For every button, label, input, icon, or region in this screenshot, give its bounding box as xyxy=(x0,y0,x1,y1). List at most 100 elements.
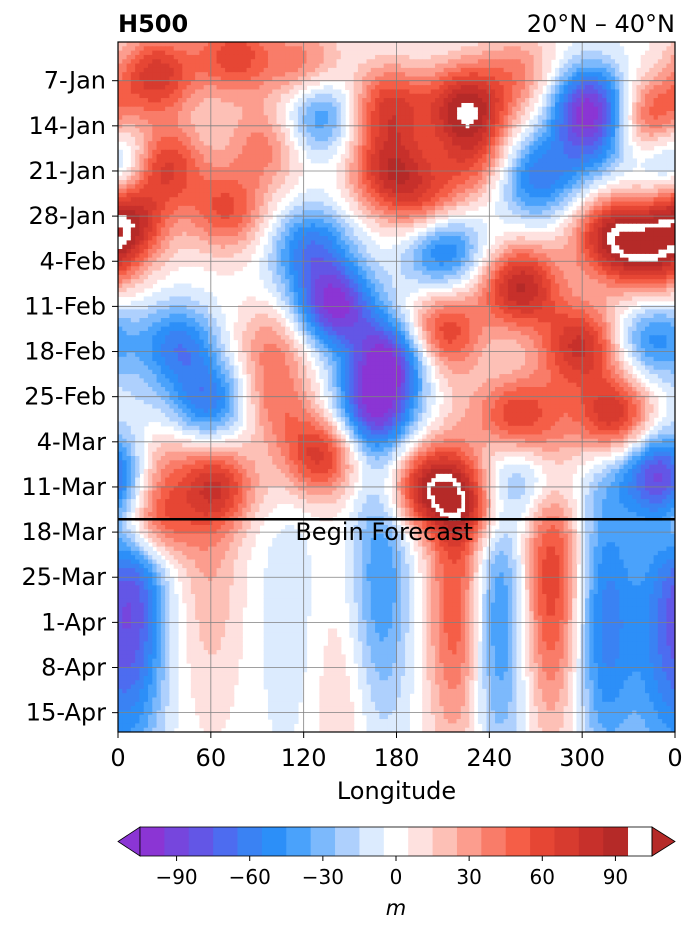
field-cell xyxy=(533,167,539,172)
field-cell xyxy=(233,210,239,216)
field-cell xyxy=(229,98,235,103)
field-cell xyxy=(422,76,428,82)
field-cell xyxy=(589,171,595,177)
field-cell xyxy=(580,102,586,108)
field-cell xyxy=(666,59,672,65)
field-cell xyxy=(302,42,308,47)
field-cell xyxy=(405,46,410,52)
field-cell xyxy=(563,184,569,190)
field-cell xyxy=(122,106,128,112)
field-cell xyxy=(383,59,389,65)
field-cell xyxy=(473,89,479,95)
field-cell xyxy=(490,54,496,60)
field-cell xyxy=(452,145,458,151)
field-cell xyxy=(602,192,608,198)
field-cell xyxy=(563,201,569,207)
field-cell xyxy=(160,141,166,147)
field-cell xyxy=(409,119,415,125)
field-cell xyxy=(649,128,655,134)
field-cell xyxy=(366,218,372,224)
field-cell xyxy=(396,184,402,190)
field-cell xyxy=(610,67,616,73)
field-cell xyxy=(345,80,350,86)
field-cell xyxy=(173,192,179,198)
field-cell xyxy=(135,141,141,147)
field-cell xyxy=(482,154,488,160)
field-cell xyxy=(323,123,329,129)
field-cell xyxy=(576,167,582,172)
field-cell xyxy=(525,158,530,164)
field-cell xyxy=(606,102,612,108)
field-cell xyxy=(195,102,200,108)
field-cell xyxy=(229,54,235,60)
field-cell xyxy=(160,59,166,65)
field-cell xyxy=(186,192,192,198)
field-cell xyxy=(246,197,252,203)
field-cell xyxy=(405,175,410,181)
field-cell xyxy=(653,132,659,138)
field-cell xyxy=(190,50,196,56)
field-cell xyxy=(323,54,329,60)
field-cell xyxy=(657,192,663,198)
field-cell xyxy=(319,67,325,73)
field-cell xyxy=(563,111,569,116)
field-cell xyxy=(370,162,376,168)
field-cell xyxy=(263,192,269,198)
field-cell xyxy=(139,59,145,65)
field-cell xyxy=(400,119,406,125)
field-cell xyxy=(195,162,200,168)
field-cell xyxy=(649,98,655,103)
field-cell xyxy=(623,192,629,198)
field-cell xyxy=(520,205,526,211)
field-cell xyxy=(323,85,329,91)
field-cell xyxy=(327,154,333,160)
field-cell xyxy=(362,85,368,91)
field-cell xyxy=(503,184,509,190)
field-cell xyxy=(417,42,423,47)
field-cell xyxy=(375,111,380,116)
field-cell xyxy=(533,175,539,181)
field-cell xyxy=(336,184,342,190)
field-cell xyxy=(542,128,548,134)
field-cell xyxy=(520,102,526,108)
field-cell xyxy=(212,123,218,129)
field-cell xyxy=(212,184,218,190)
field-cell xyxy=(606,184,612,190)
field-cell xyxy=(203,180,209,185)
field-cell xyxy=(276,123,282,129)
field-cell xyxy=(139,46,145,52)
field-cell xyxy=(332,42,338,47)
field-cell xyxy=(559,167,565,172)
field-cell xyxy=(122,46,128,52)
field-cell xyxy=(653,80,659,86)
field-cell xyxy=(405,123,410,129)
field-cell xyxy=(122,89,128,95)
field-cell xyxy=(323,128,329,134)
field-cell xyxy=(580,63,586,69)
field-cell xyxy=(400,184,406,190)
field-cell xyxy=(182,171,188,177)
field-cell xyxy=(357,80,363,86)
field-cell xyxy=(525,141,530,147)
field-cell xyxy=(323,50,329,56)
field-cell xyxy=(182,80,188,86)
field-cell xyxy=(349,175,355,181)
field-cell xyxy=(225,214,230,220)
field-cell xyxy=(186,154,192,160)
field-cell xyxy=(349,54,355,60)
field-cell xyxy=(177,50,183,56)
field-cell xyxy=(357,167,363,172)
field-cell xyxy=(139,98,145,103)
field-cell xyxy=(597,46,603,52)
field-cell xyxy=(246,85,252,91)
field-cell xyxy=(263,123,269,129)
field-cell xyxy=(212,175,218,181)
field-cell xyxy=(593,175,599,181)
field-cell xyxy=(503,214,509,220)
field-cell xyxy=(293,102,299,108)
field-cell xyxy=(165,136,171,142)
field-cell xyxy=(165,171,171,177)
field-cell xyxy=(293,205,299,211)
field-cell xyxy=(537,67,543,73)
field-cell xyxy=(615,111,620,116)
